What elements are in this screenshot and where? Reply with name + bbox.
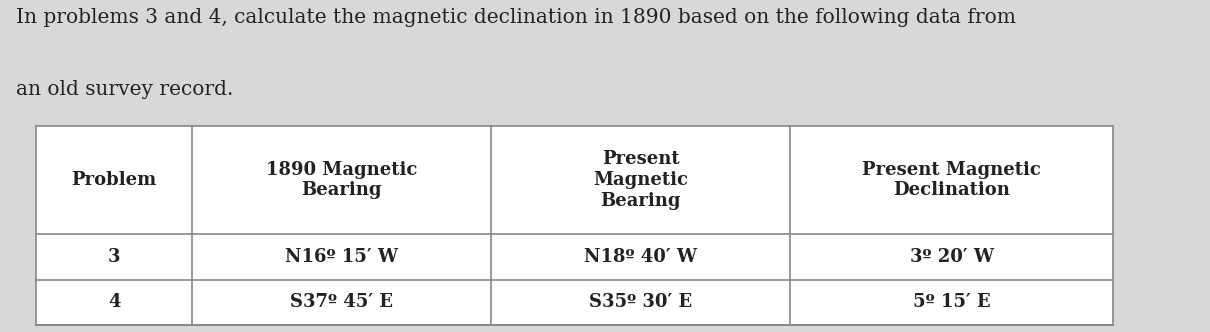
- Text: Present
Magnetic
Bearing: Present Magnetic Bearing: [593, 150, 688, 210]
- Text: 3: 3: [108, 248, 120, 266]
- Text: Problem: Problem: [71, 171, 157, 189]
- Text: S37º 45′ E: S37º 45′ E: [290, 293, 393, 311]
- Text: In problems 3 and 4, calculate the magnetic declination in 1890 based on the fol: In problems 3 and 4, calculate the magne…: [16, 8, 1015, 27]
- Text: 1890 Magnetic
Bearing: 1890 Magnetic Bearing: [266, 161, 417, 199]
- Text: an old survey record.: an old survey record.: [16, 80, 234, 99]
- Text: N18º 40′ W: N18º 40′ W: [584, 248, 697, 266]
- Text: 5º 15′ E: 5º 15′ E: [912, 293, 991, 311]
- FancyBboxPatch shape: [36, 126, 1113, 325]
- Text: 4: 4: [108, 293, 120, 311]
- Text: S35º 30′ E: S35º 30′ E: [589, 293, 692, 311]
- Text: Present Magnetic
Declination: Present Magnetic Declination: [863, 161, 1041, 199]
- Text: N16º 15′ W: N16º 15′ W: [284, 248, 398, 266]
- Text: 3º 20′ W: 3º 20′ W: [910, 248, 993, 266]
